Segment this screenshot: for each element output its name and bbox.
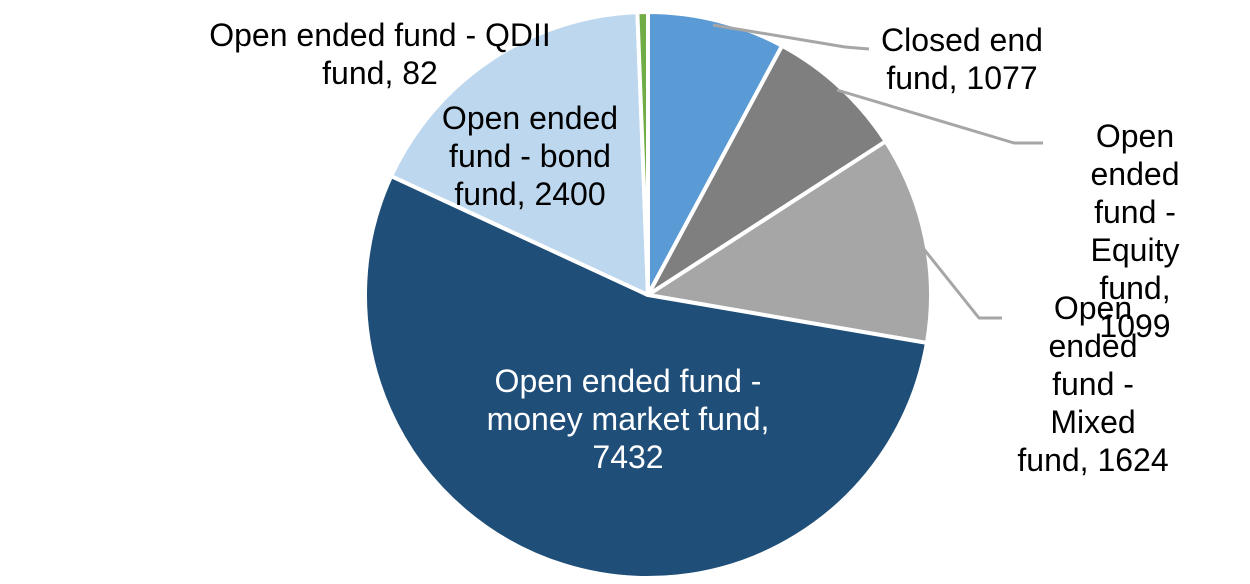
data-label-mixed-fund: Open ended fund - Mixed fund, 1624 — [1017, 290, 1169, 478]
pie-slice-closed-end-fund — [646, 10, 785, 297]
data-label-equity-fund: Open ended fund - Equity fund, 1099 — [1090, 118, 1180, 344]
pie-slice-open-ended-fund-mixed-fund — [646, 139, 933, 345]
data-label-bond-fund: Open ended fund - bond fund, 2400 — [441, 100, 619, 212]
pie-slice-open-ended-fund-bond-fund — [389, 10, 650, 297]
pie-slices-group — [363, 10, 933, 580]
leader-line-mixed-fund — [917, 242, 1002, 320]
data-label-qdii-fund: Open ended fund - QDII fund, 82 — [209, 17, 551, 91]
data-label-closed-end-fund: Closed end fund, 1077 — [881, 22, 1043, 96]
data-label-money-market-fund: Open ended fund - money market fund, 743… — [486, 363, 770, 475]
pie-slice-open-ended-fund-qdii-fund — [635, 10, 650, 297]
leader-line-equity-fund — [836, 88, 1043, 145]
leader-lines-group — [712, 23, 1043, 320]
leader-line-closed-end-fund — [712, 23, 870, 51]
pie-slice-open-ended-fund-money-market-fund — [363, 174, 929, 580]
pie-slice-open-ended-fund-equity-fund — [646, 43, 888, 297]
